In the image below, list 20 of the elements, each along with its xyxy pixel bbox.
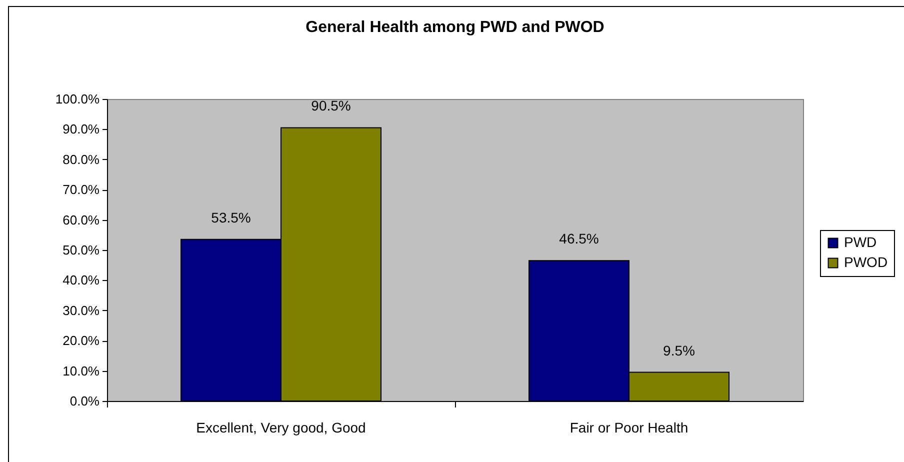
legend-label: PWD	[844, 234, 877, 250]
data-label: 46.5%	[559, 230, 599, 247]
legend-label: PWOD	[844, 254, 888, 270]
y-tick-label: 50.0%	[62, 242, 100, 258]
data-label: 53.5%	[211, 209, 251, 226]
y-tick-label: 70.0%	[62, 182, 100, 198]
data-label: 9.5%	[663, 342, 695, 358]
y-tick-label: 80.0%	[62, 152, 100, 167]
y-tick-label: 90.0%	[62, 122, 100, 137]
x-tick-label: Excellent, Very good, Good	[196, 420, 366, 436]
y-tick-label: 40.0%	[62, 272, 100, 288]
y-tick-label: 60.0%	[62, 212, 100, 228]
y-tick-label: 30.0%	[62, 302, 100, 318]
chart-title: General Health among PWD and PWOD	[306, 19, 604, 36]
y-tick-label: 100.0%	[55, 92, 100, 106]
x-tick-label: Fair or Poor Health	[570, 420, 688, 436]
y-tick-label: 0.0%	[70, 394, 100, 408]
y-tick-label: 10.0%	[62, 363, 100, 378]
data-label: 90.5%	[311, 98, 351, 114]
y-tick-label: 20.0%	[62, 333, 100, 348]
